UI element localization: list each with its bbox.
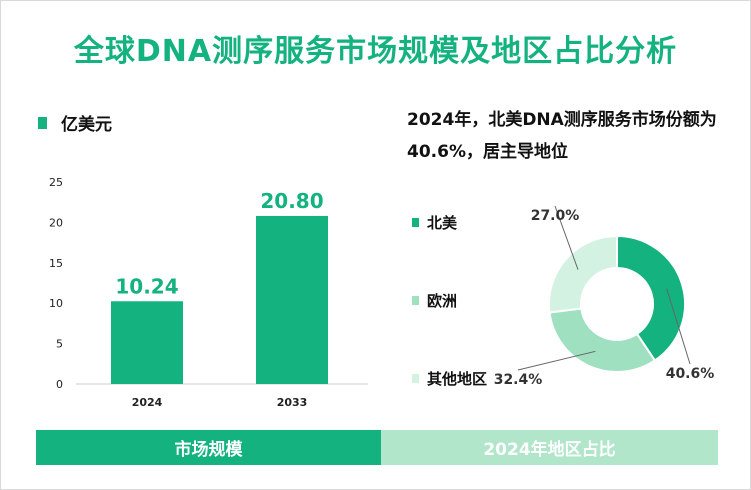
unit-text: 亿美元 — [61, 115, 112, 135]
donut-value-label: 27.0% — [531, 208, 580, 224]
y-tick-label: 25 — [49, 176, 63, 189]
bar-value-label: 10.24 — [115, 274, 178, 298]
donut-leader-line — [554, 205, 579, 270]
legend-item-north-america: 北美 — [412, 212, 457, 233]
y-tick-label: 10 — [49, 297, 63, 310]
donut-slice-1 — [548, 307, 657, 373]
legend-label: 欧洲 — [427, 292, 458, 310]
footer-market-size: 市场规模 — [36, 430, 381, 465]
bar-value-label: 20.80 — [260, 189, 323, 213]
donut-chart: 40.6% 32.4% 27.0% — [494, 205, 715, 388]
footer-region-share: 2024年地区占比 — [381, 430, 718, 465]
y-tick-label: 5 — [56, 338, 63, 351]
donut-leader-line — [517, 350, 596, 371]
unit-label: 亿美元 — [38, 110, 112, 135]
legend-swatch-icon — [412, 218, 419, 227]
donut-value-label: 40.6% — [666, 366, 715, 382]
legend-label: 其他地区 — [427, 370, 488, 388]
y-tick-label: 15 — [49, 257, 63, 270]
donut-slice-2 — [548, 234, 618, 314]
unit-square-icon — [38, 116, 47, 129]
chart-title: 全球DNA测序服务市场规模及地区占比分析 — [73, 34, 678, 69]
legend-item-europe: 欧洲 — [412, 290, 457, 311]
bar-2033 — [256, 215, 328, 384]
donut-value-label: 32.4% — [494, 372, 543, 388]
legend-label: 北美 — [427, 214, 458, 232]
region-note: 2024年，北美DNA测序服务市场份额为40.6%，居主导地位 — [407, 110, 717, 162]
donut-slice-0 — [616, 234, 686, 362]
y-tick-label: 20 — [49, 216, 63, 229]
bar-chart: 0 5 10 15 20 25 10.24 2024 20.80 2033 — [49, 176, 368, 409]
legend-item-other: 其他地区 — [412, 368, 487, 389]
bar-2024 — [111, 301, 183, 384]
donut-leader-line — [666, 288, 691, 365]
legend-swatch-icon — [412, 374, 419, 383]
x-tick-label: 2024 — [132, 396, 163, 409]
legend-swatch-icon — [412, 296, 419, 305]
y-tick-label: 0 — [56, 378, 63, 391]
x-tick-label: 2033 — [277, 396, 308, 409]
